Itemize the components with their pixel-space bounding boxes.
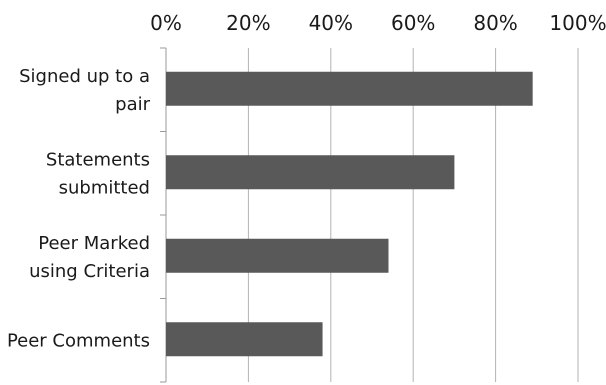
x-tick-labels: 0% 20% 40% 60% 80% 100% [150, 11, 606, 35]
x-tick-label: 0% [150, 11, 182, 35]
bar [166, 155, 455, 190]
category-label: pair [115, 94, 150, 115]
y-category-labels: Signed up to a pair Statements submitted Pee… [7, 66, 151, 352]
category-label: Peer Marked [38, 233, 150, 254]
category-label: Peer Comments [7, 330, 150, 351]
x-tick-label: 40% [309, 11, 353, 35]
x-tick-label: 60% [391, 11, 435, 35]
bar [166, 71, 533, 106]
x-tick-label: 80% [473, 11, 517, 35]
x-tick-label: 100% [549, 11, 606, 35]
category-label: Statements [46, 149, 150, 170]
category-label: using Criteria [29, 261, 150, 282]
bars [166, 71, 533, 357]
axes [160, 47, 167, 383]
x-tick-label: 20% [226, 11, 270, 35]
category-label: submitted [59, 177, 150, 198]
bar [166, 238, 389, 273]
category-label: Signed up to a [19, 66, 150, 87]
bar [166, 322, 323, 357]
